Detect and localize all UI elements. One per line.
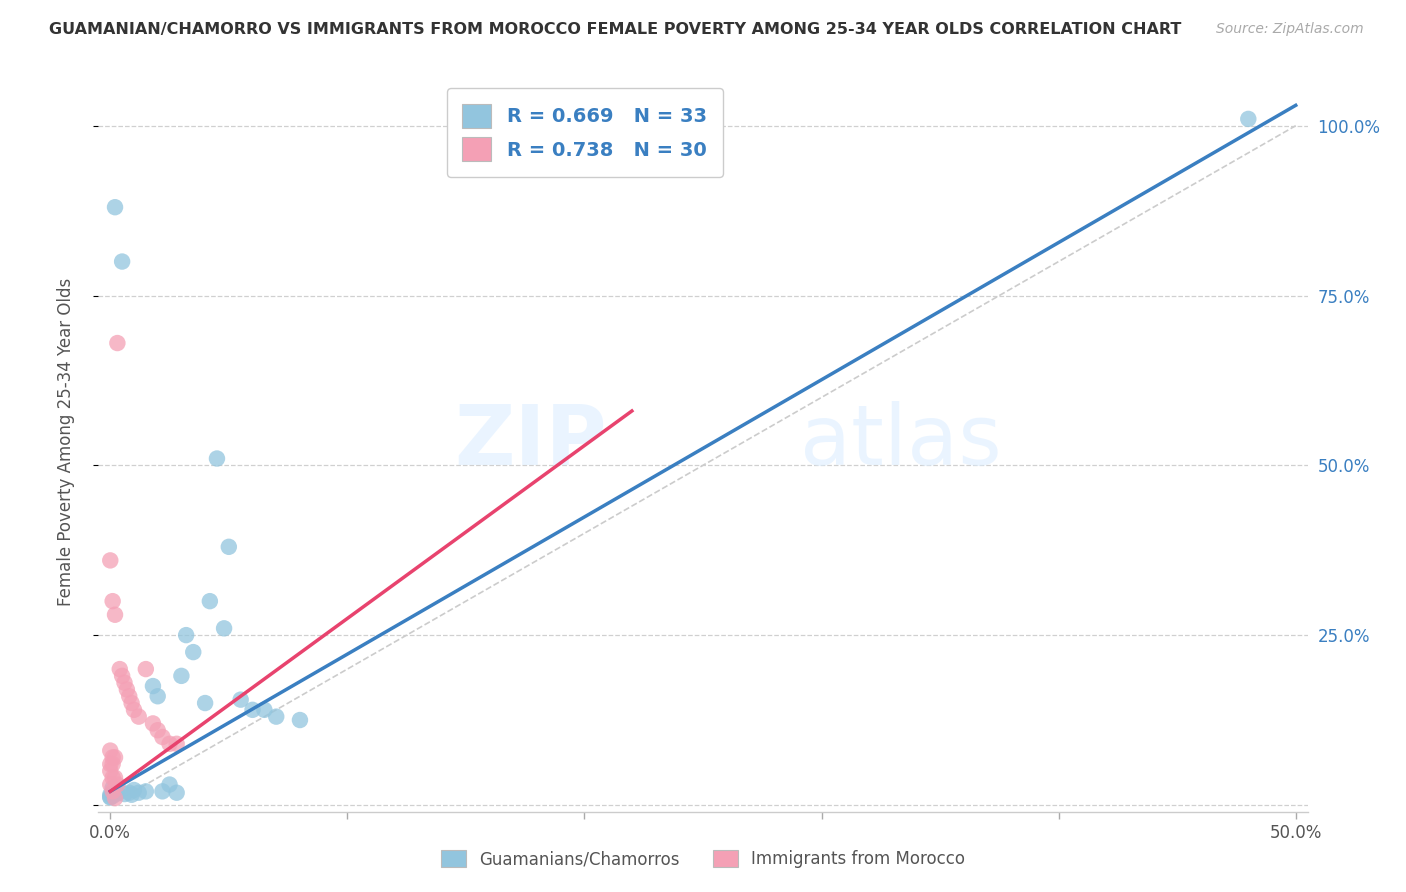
Point <box>114 675 136 690</box>
Point <box>212 621 235 635</box>
Point <box>135 662 157 676</box>
Point <box>152 730 174 744</box>
Point <box>142 679 165 693</box>
Point <box>159 778 181 792</box>
Point <box>105 336 128 351</box>
Y-axis label: Female Poverty Among 25-34 Year Olds: Female Poverty Among 25-34 Year Olds <box>56 277 75 606</box>
Point <box>98 743 121 757</box>
Point <box>104 750 127 764</box>
Point <box>122 783 145 797</box>
Point <box>122 703 145 717</box>
Point <box>98 757 121 772</box>
Point <box>152 784 174 798</box>
Point <box>98 764 121 778</box>
Point <box>105 778 128 792</box>
Point <box>101 789 124 803</box>
Point <box>98 778 121 792</box>
Point <box>264 709 287 723</box>
Point <box>170 669 193 683</box>
Point <box>166 786 188 800</box>
Point <box>115 682 138 697</box>
Point <box>142 716 165 731</box>
Point <box>104 771 127 785</box>
Point <box>101 780 124 795</box>
Point <box>198 594 221 608</box>
Legend: Guamanians/Chamorros, Immigrants from Morocco: Guamanians/Chamorros, Immigrants from Mo… <box>434 843 972 875</box>
Point <box>101 784 124 798</box>
Text: atlas: atlas <box>800 401 1001 482</box>
Point <box>159 737 181 751</box>
Point <box>101 771 124 785</box>
Point <box>101 594 124 608</box>
Point <box>105 786 128 800</box>
Point <box>98 553 121 567</box>
Point <box>253 703 276 717</box>
Point <box>181 645 204 659</box>
Point <box>98 788 121 802</box>
Point <box>205 451 228 466</box>
Point <box>104 607 127 622</box>
Point <box>242 703 264 717</box>
Point <box>101 750 124 764</box>
Point <box>104 791 127 805</box>
Point <box>128 786 150 800</box>
Point <box>98 790 121 805</box>
Point <box>108 662 131 676</box>
Point <box>174 628 197 642</box>
Point <box>146 723 169 738</box>
Point <box>118 690 141 704</box>
Point <box>135 784 157 798</box>
Text: ZIP: ZIP <box>454 401 606 482</box>
Legend: R = 0.669   N = 33, R = 0.738   N = 30: R = 0.669 N = 33, R = 0.738 N = 30 <box>447 88 723 177</box>
Point <box>218 540 240 554</box>
Point <box>118 786 141 800</box>
Text: Source: ZipAtlas.com: Source: ZipAtlas.com <box>1216 22 1364 37</box>
Point <box>121 696 143 710</box>
Point <box>121 788 143 802</box>
Point <box>111 254 134 268</box>
Point <box>166 737 188 751</box>
Point <box>101 757 124 772</box>
Text: GUAMANIAN/CHAMORRO VS IMMIGRANTS FROM MOROCCO FEMALE POVERTY AMONG 25-34 YEAR OL: GUAMANIAN/CHAMORRO VS IMMIGRANTS FROM MO… <box>49 22 1181 37</box>
Point <box>114 787 136 801</box>
Point <box>104 200 127 214</box>
Point <box>146 690 169 704</box>
Point <box>288 713 311 727</box>
Point <box>229 692 252 706</box>
Point <box>98 789 121 804</box>
Point <box>111 669 134 683</box>
Point <box>128 709 150 723</box>
Point <box>1237 112 1260 126</box>
Point <box>194 696 217 710</box>
